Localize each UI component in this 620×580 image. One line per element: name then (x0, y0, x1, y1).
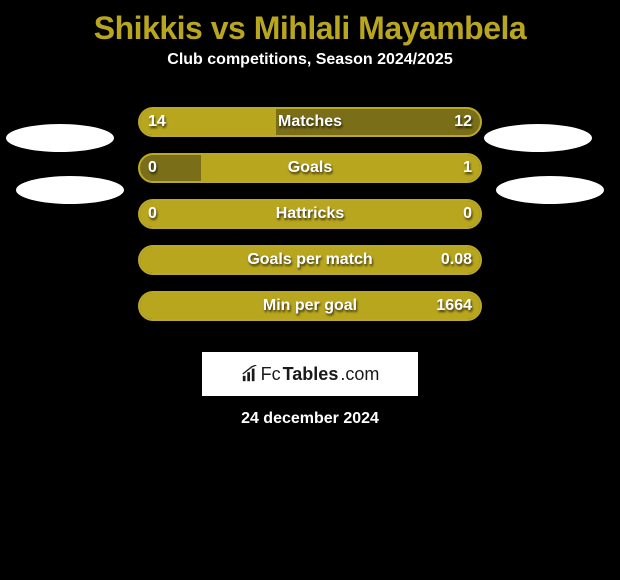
bar-track-mpg (138, 291, 482, 321)
logo-text: FcTables.com (241, 364, 380, 385)
stat-row-mpg: Min per goal1664 (0, 291, 620, 337)
stat-row-hattricks: Hattricks00 (0, 199, 620, 245)
bar-track-hattricks (138, 199, 482, 229)
ellipse-el-right-2 (496, 176, 604, 204)
bar-fill-mpg (140, 293, 480, 319)
bar-track-matches (138, 107, 482, 137)
bar-left-fill-matches (140, 109, 276, 135)
bar-chart-icon (241, 365, 259, 383)
page-title: Shikkis vs Mihlali Mayambela (0, 0, 620, 51)
page-subtitle: Club competitions, Season 2024/2025 (0, 51, 620, 69)
root-container: Shikkis vs Mihlali Mayambela Club compet… (0, 0, 620, 580)
fctables-logo: FcTables.com (202, 352, 418, 396)
bar-track-goals (138, 153, 482, 183)
ellipse-el-left-1 (6, 124, 114, 152)
date-text: 24 december 2024 (0, 410, 620, 428)
bar-track-gpm (138, 245, 482, 275)
logo-dotcom: .com (340, 364, 379, 385)
bar-fill-gpm (140, 247, 480, 273)
logo-tables: Tables (283, 364, 339, 385)
bar-fill-hattricks (140, 201, 480, 227)
bar-right-fill-goals (201, 155, 480, 181)
logo-fc: Fc (261, 364, 281, 385)
stat-row-gpm: Goals per match0.08 (0, 245, 620, 291)
ellipse-el-right-1 (484, 124, 592, 152)
ellipse-el-left-2 (16, 176, 124, 204)
